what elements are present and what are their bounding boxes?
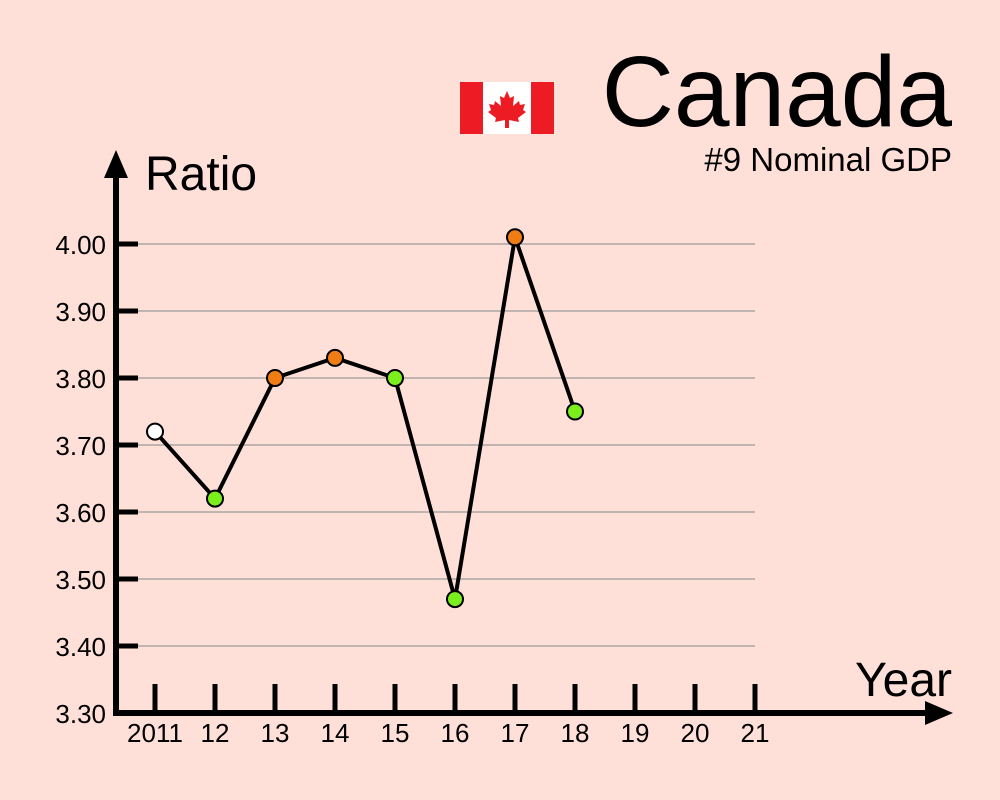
chart-subtitle: #9 Nominal GDP — [704, 141, 952, 178]
x-tick-label: 13 — [261, 718, 290, 748]
x-tick-label: 20 — [681, 718, 710, 748]
y-axis-arrow — [104, 150, 128, 178]
y-tick-label: 3.50 — [55, 565, 106, 595]
series-line — [153, 235, 577, 602]
data-point — [566, 402, 584, 421]
data-point — [506, 228, 524, 247]
y-tick-label: 3.40 — [55, 632, 106, 662]
x-axis-arrow — [925, 701, 953, 725]
x-tick-label: 2011 — [127, 718, 183, 748]
title-block: Canada — [602, 40, 952, 144]
data-point — [266, 369, 284, 387]
x-axis-title: Year — [855, 654, 952, 707]
data-point — [446, 590, 464, 609]
y-tick-label: 3.80 — [55, 364, 106, 394]
x-tick-label: 17 — [501, 718, 530, 748]
data-point — [386, 369, 404, 387]
x-tick-label: 12 — [201, 718, 230, 748]
y-axis-title: Ratio — [145, 148, 257, 201]
y-tick-label: 3.30 — [55, 699, 106, 729]
data-point — [146, 422, 164, 441]
country-title: Canada — [601, 36, 952, 148]
x-tick-label: 19 — [621, 718, 650, 748]
x-tick-label: 21 — [741, 718, 770, 748]
y-tick-label: 3.90 — [55, 297, 106, 327]
x-tick-label: 18 — [561, 718, 590, 748]
x-tick-label: 16 — [441, 718, 470, 748]
y-tick-label: 3.70 — [55, 431, 106, 461]
data-point — [206, 489, 224, 508]
canada-flag-icon — [460, 82, 554, 134]
y-tick-label: 4.00 — [55, 230, 106, 260]
x-tick-label: 15 — [381, 718, 410, 748]
x-tick-label: 14 — [321, 718, 350, 748]
data-point — [326, 348, 344, 367]
y-tick-label: 3.60 — [55, 498, 106, 528]
